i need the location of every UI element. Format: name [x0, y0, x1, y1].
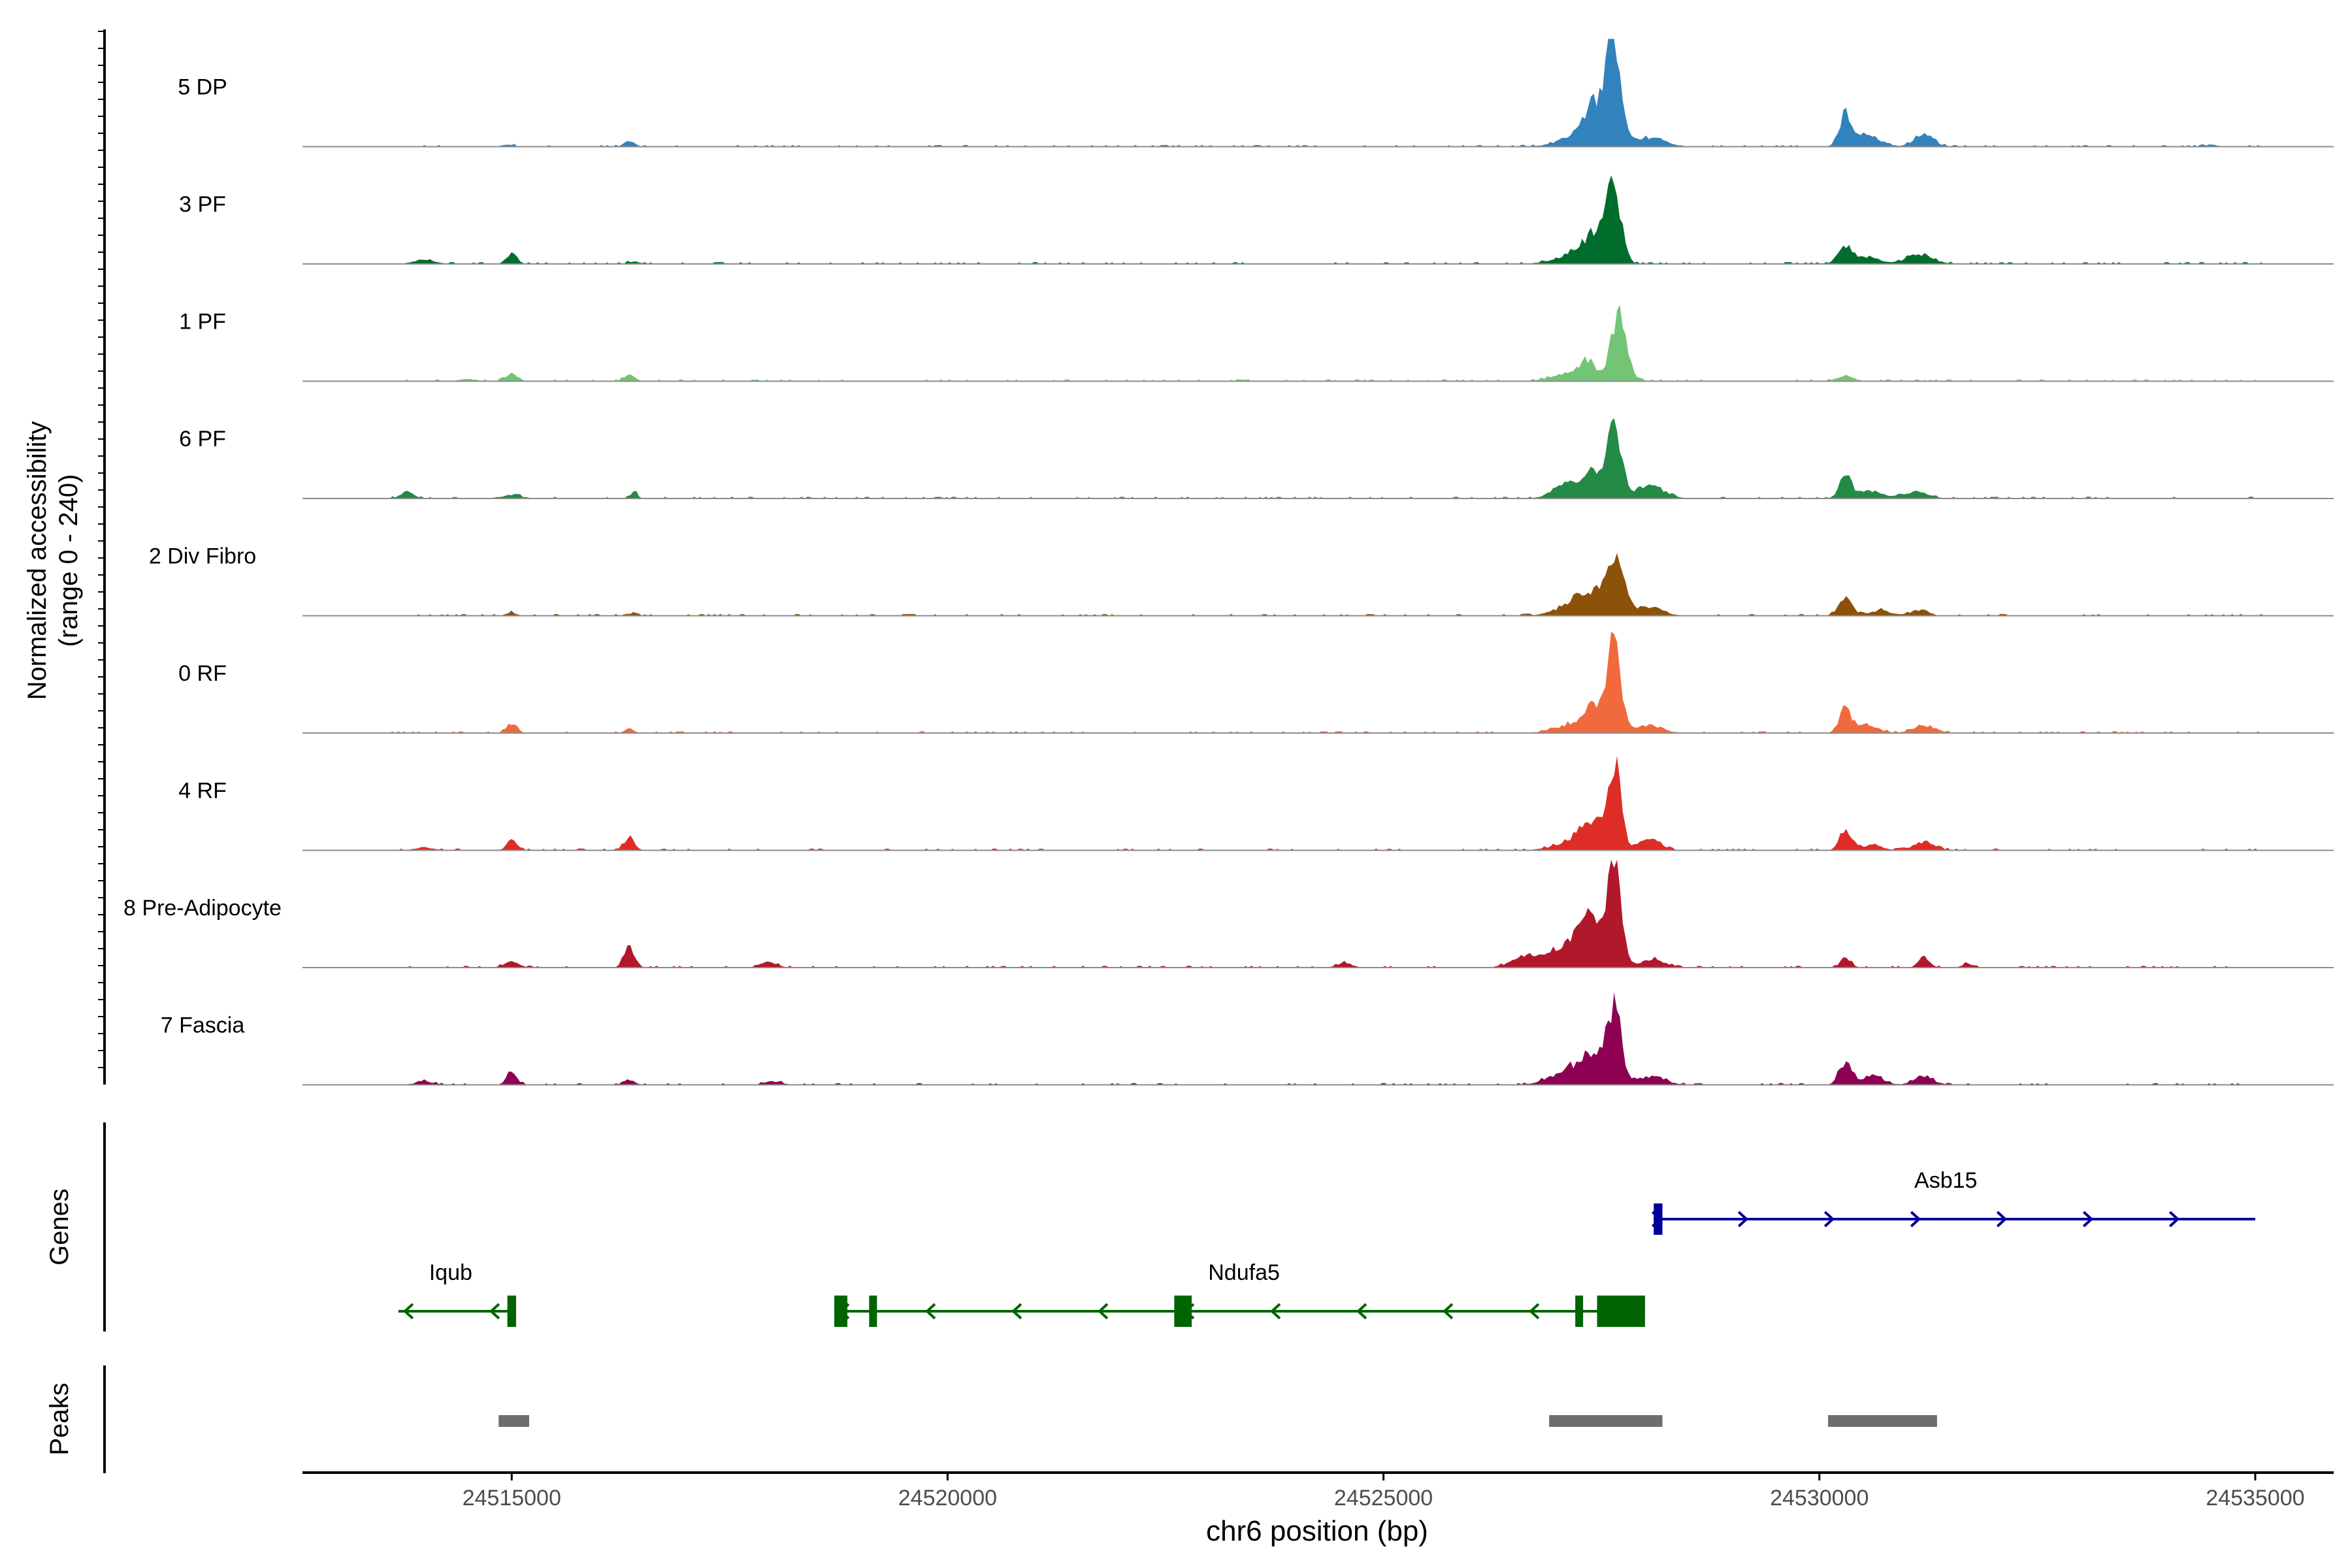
- track-label: 8 Pre-Adipocyte: [123, 896, 282, 921]
- strand-chevron: [1269, 1303, 1281, 1320]
- exon: [507, 1296, 516, 1327]
- x-tick-label: 24520000: [898, 1486, 997, 1511]
- track-label: 3 PF: [179, 192, 226, 217]
- coverage-tracks: 5 DP 3 PF 1 PF 6 PF 2 Div Fibro 0 RF 4 RF 8 Pre…: [123, 39, 2334, 1086]
- peaks-track-label: Peaks: [45, 1382, 74, 1455]
- exon: [869, 1296, 877, 1327]
- track-5-dp: 5 DP: [178, 39, 2334, 148]
- strand-chevron: [1823, 1211, 1835, 1228]
- track-3-pf: 3 PF: [179, 175, 2334, 265]
- gene-name-label: Asb15: [1914, 1168, 1977, 1193]
- track-label: 7 Fascia: [161, 1013, 245, 1038]
- strand-chevron: [1097, 1303, 1109, 1320]
- strand-chevron: [402, 1303, 414, 1320]
- track-label: 5 DP: [178, 75, 227, 100]
- track-0-rf: 0 RF: [178, 631, 2334, 734]
- gene-ndufa5: Ndufa5: [834, 1260, 1645, 1327]
- x-tick-label: 24530000: [1770, 1486, 1869, 1511]
- gene-annotation-track: Genes Iqub Ndufa5 Asb15: [45, 1122, 2255, 1331]
- gene-name-label: Iqub: [429, 1260, 472, 1285]
- strand-chevron: [489, 1303, 500, 1320]
- strand-chevron: [1910, 1211, 1921, 1228]
- track-label: 2 Div Fibro: [149, 544, 256, 569]
- y-axis-title-line1: Normalized accessibility: [23, 421, 52, 700]
- track-label: 0 RF: [178, 661, 227, 686]
- x-tick-label: 24525000: [1334, 1486, 1433, 1511]
- strand-chevron: [1737, 1211, 1749, 1228]
- track-6-pf: 6 PF: [179, 418, 2334, 499]
- x-tick-label: 24535000: [2206, 1486, 2304, 1511]
- gene-iqub: Iqub: [398, 1260, 516, 1327]
- exon: [1575, 1296, 1584, 1327]
- y-axis-title-line2: (range 0 - 240): [54, 474, 83, 647]
- peak-region: [498, 1415, 529, 1427]
- track-label: 6 PF: [179, 427, 226, 451]
- exon: [834, 1296, 847, 1327]
- gene-asb15: Asb15: [1651, 1168, 2255, 1235]
- peak-region: [1549, 1415, 1663, 1427]
- track-label: 1 PF: [179, 310, 226, 335]
- track-4-rf: 4 RF: [178, 755, 2334, 851]
- strand-chevron: [1528, 1303, 1540, 1320]
- strand-chevron: [2168, 1211, 2180, 1228]
- strand-chevron: [1011, 1303, 1022, 1320]
- track-8-pre-adipocyte: 8 Pre-Adipocyte: [123, 860, 2334, 968]
- x-axis: chr6 position (bp) 24515000 24520000 24525…: [302, 1471, 2334, 1547]
- peak-region: [1828, 1415, 1937, 1427]
- coding-exon: [1597, 1296, 1645, 1327]
- strand-chevron: [2082, 1211, 2094, 1228]
- gene-name-label: Ndufa5: [1208, 1260, 1280, 1285]
- x-tick-label: 24515000: [463, 1486, 561, 1511]
- strand-chevron: [1996, 1211, 2008, 1228]
- strand-chevron: [924, 1303, 936, 1320]
- peak-regions-track: Peaks: [45, 1365, 1937, 1473]
- track-1-pf: 1 PF: [179, 304, 2334, 382]
- accessibility-y-axis: Normalized accessibility (range 0 - 240): [23, 29, 106, 1085]
- track-2-div-fibro: 2 Div Fibro: [149, 544, 2334, 617]
- track-label: 4 RF: [178, 779, 227, 804]
- track-7-fascia: 7 Fascia: [161, 992, 2334, 1086]
- strand-chevron: [1442, 1303, 1454, 1320]
- genes-track-label: Genes: [45, 1188, 74, 1266]
- x-axis-title: chr6 position (bp): [1206, 1515, 1428, 1547]
- strand-chevron: [1356, 1303, 1367, 1320]
- exon: [1654, 1203, 1663, 1235]
- exon: [1174, 1296, 1192, 1327]
